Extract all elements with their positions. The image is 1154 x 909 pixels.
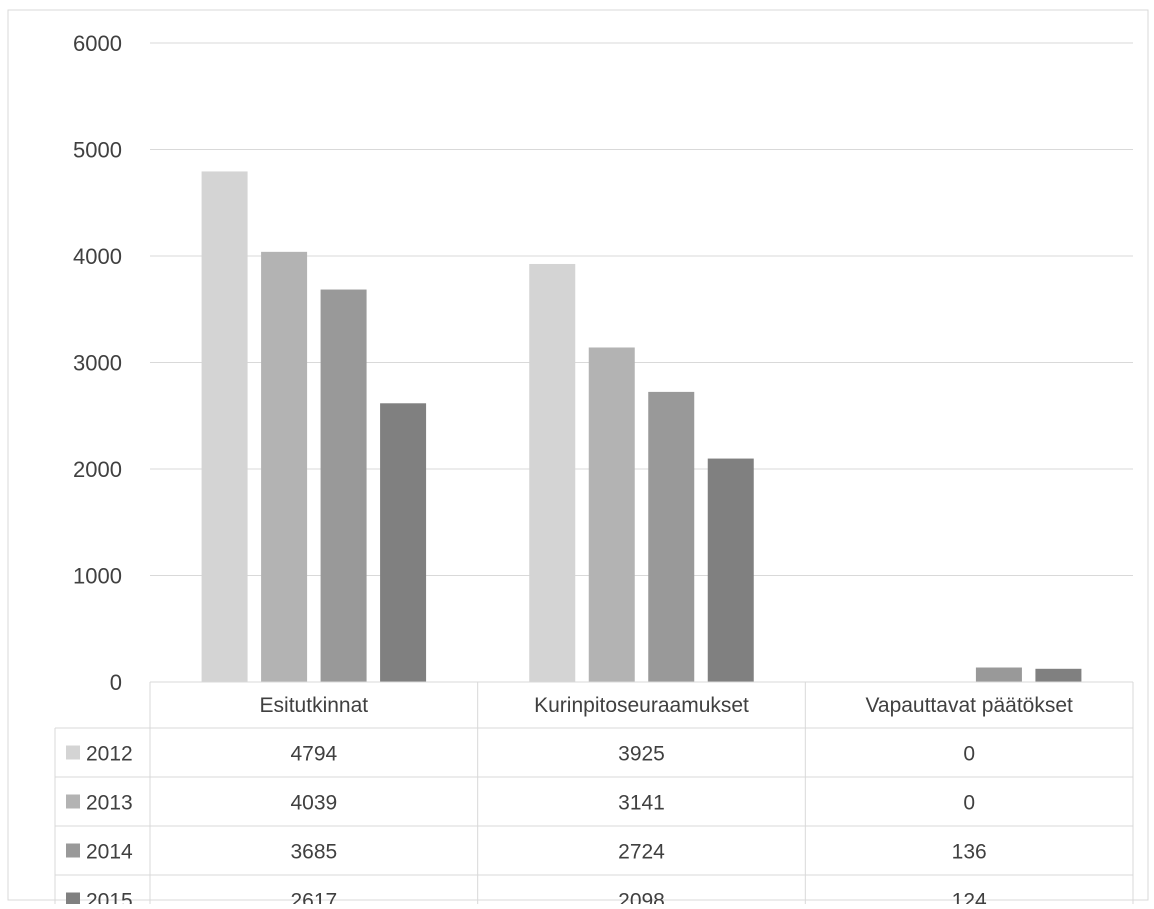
bar-2015-1 [380,403,427,682]
y-tick-label: 1000 [73,564,122,589]
legend-label: 2012 [86,743,133,766]
table-cell: 3925 [618,743,665,766]
y-tick-label: 0 [110,670,122,695]
y-tick-label: 3000 [73,351,122,376]
bar-2015-3 [1035,668,1082,682]
bar-2013-2 [588,347,635,682]
bars [201,171,1082,682]
y-tick-label: 4000 [73,244,122,269]
bar-2012-2 [529,263,576,682]
y-axis: 0 1000 2000 3000 4000 5000 6000 [73,31,122,695]
table-cell: 2617 [290,890,337,905]
y-tick-label: 5000 [73,138,122,163]
table-cell: 4039 [290,792,337,815]
bar-2012-1 [201,171,248,682]
y-tick-label: 6000 [73,31,122,56]
table-cell: 124 [952,890,987,905]
data-table: Esitutkinnat Kurinpitoseuraamukset Vapautt… [54,681,1134,909]
table-cell: 4794 [290,743,337,766]
legend-key-2012 [66,745,80,760]
table-cell: 0 [963,792,975,815]
legend-label: 2014 [86,841,133,864]
bar-2015-2 [707,458,754,682]
table-cell: 0 [963,743,975,766]
table-cell: 3141 [618,792,665,815]
legend-label: 2015 [86,890,133,905]
chart-border [7,9,1149,901]
category-label: Kurinpitoseuraamukset [534,694,749,717]
y-tick-label: 2000 [73,457,122,482]
bar-2014-2 [648,391,695,682]
category-label: Esitutkinnat [260,694,369,717]
legend-key-2015 [66,892,80,907]
table-cell: 3685 [290,841,337,864]
table-cell: 2724 [618,841,665,864]
table-cell: 136 [952,841,987,864]
bar-2013-1 [261,251,308,682]
bar-2014-3 [975,667,1022,682]
table-cell: 2098 [618,890,665,905]
category-label: Vapauttavat päätökset [865,694,1073,717]
legend-label: 2013 [86,792,133,815]
legend-key-2013 [66,794,80,809]
bar-2014-1 [320,289,367,682]
legend-key-2014 [66,843,80,858]
gridlines [150,42,1133,576]
